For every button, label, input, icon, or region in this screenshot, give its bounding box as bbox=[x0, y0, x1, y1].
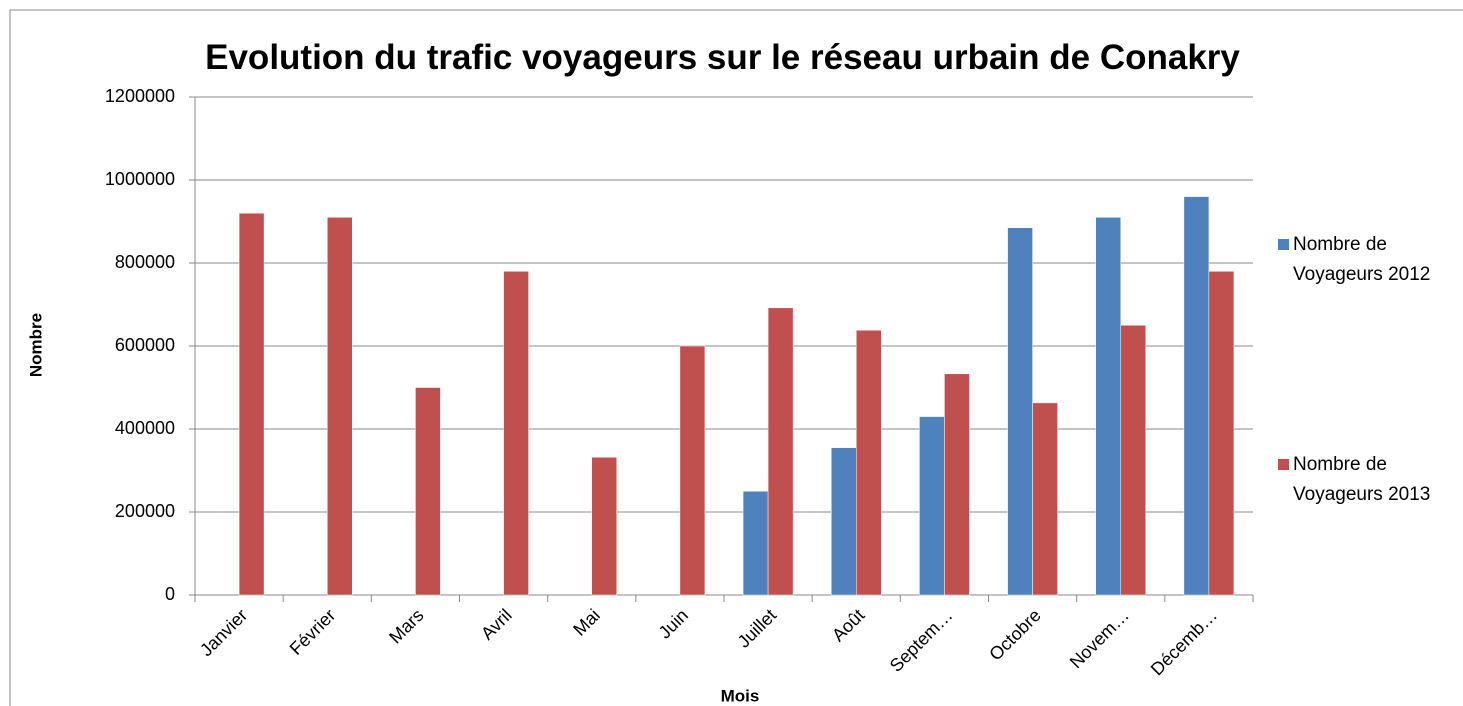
legend-swatch bbox=[1278, 459, 1289, 470]
bar bbox=[679, 345, 706, 596]
bar bbox=[1032, 402, 1058, 596]
y-tick-label: 400000 bbox=[115, 418, 175, 438]
bar bbox=[591, 456, 617, 596]
legend-label: Nombre de Voyageurs 2012 bbox=[1293, 234, 1431, 285]
x-tick-label: Août bbox=[828, 605, 868, 645]
bar bbox=[919, 416, 945, 596]
x-tick-label: Octobre bbox=[985, 605, 1044, 664]
x-tick-label: Novem… bbox=[1066, 605, 1133, 672]
chart-border bbox=[9, 9, 1463, 706]
bar bbox=[1007, 227, 1033, 596]
x-tick-label: Septem… bbox=[886, 605, 957, 676]
x-tick-label: Mars bbox=[385, 605, 427, 647]
bar bbox=[1208, 271, 1235, 596]
chart-title: Evolution du trafic voyageurs sur le rés… bbox=[205, 38, 1240, 77]
bar bbox=[831, 447, 857, 596]
bar bbox=[767, 307, 794, 596]
y-tick-label: 1000000 bbox=[105, 169, 175, 189]
y-tick-label: 600000 bbox=[115, 335, 175, 355]
x-tick-label: Février bbox=[286, 605, 340, 659]
bar bbox=[503, 271, 529, 596]
y-tick-label: 800000 bbox=[115, 252, 175, 272]
y-tick-label: 0 bbox=[165, 584, 175, 604]
x-axis-label: Mois bbox=[721, 686, 760, 705]
bar bbox=[1183, 196, 1210, 596]
bar bbox=[1095, 217, 1121, 596]
x-tick-label: Mai bbox=[569, 605, 604, 640]
bar bbox=[238, 212, 265, 596]
bar bbox=[856, 329, 882, 596]
legend-swatch bbox=[1278, 239, 1289, 250]
bar bbox=[1120, 325, 1146, 596]
y-axis-label: Nombre bbox=[26, 313, 45, 377]
bar bbox=[415, 387, 441, 596]
y-tick-label: 1200000 bbox=[105, 86, 175, 106]
bar bbox=[944, 373, 970, 596]
x-tick-label: Juillet bbox=[734, 605, 781, 652]
bar bbox=[327, 217, 353, 596]
x-tick-label: Janvier bbox=[196, 605, 251, 660]
x-tick-label: Juin bbox=[655, 605, 692, 642]
y-tick-label: 200000 bbox=[115, 501, 175, 521]
legend-label: Nombre de Voyageurs 2013 bbox=[1293, 454, 1431, 505]
bar bbox=[742, 491, 769, 596]
x-tick-label: Avril bbox=[477, 605, 516, 644]
x-tick-label: Décemb… bbox=[1147, 605, 1221, 679]
